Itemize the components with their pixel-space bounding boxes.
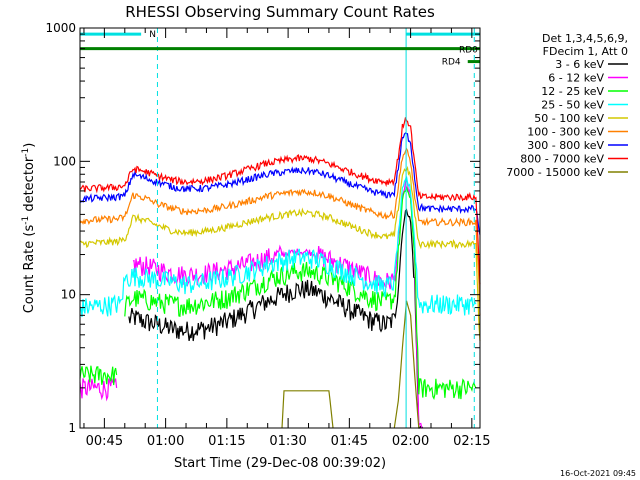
chart-title: RHESSI Observing Summary Count Rates — [125, 3, 435, 21]
y-axis-label: Count Rate (s-1 detector-1) — [21, 143, 37, 314]
series-line-800-7000-kev — [79, 117, 481, 285]
x-tick-label: 01:45 — [331, 434, 368, 449]
series-12-25-kev — [79, 186, 477, 401]
series-25-50-kev — [79, 176, 477, 318]
series-line-6-12-kev — [79, 378, 118, 402]
series-line-50-100-kev — [79, 165, 481, 341]
legend-header-0: Det 1,3,4,5,6,9, — [542, 32, 628, 45]
series-line-100-300-kev — [79, 147, 481, 316]
annotation-label-rd4: RD4 — [442, 58, 461, 68]
series-line-12-25-kev — [79, 365, 118, 386]
x-axis-label: Start Time (29-Dec-08 00:39:02) — [174, 456, 386, 471]
x-tick-label: 02:00 — [392, 434, 429, 449]
series-3-6-kev — [128, 208, 424, 429]
series-800-7000-kev — [79, 117, 481, 285]
axis-layer: 1 10 100 1000 00:45 01:00 01:15 01:30 01:45 02:00… — [45, 21, 490, 449]
series-line-6-12-kev — [132, 176, 423, 429]
plot-frame — [79, 27, 481, 429]
legend-label-3-6-kev: 3 - 6 keV — [555, 58, 604, 71]
series-line-25-50-kev — [79, 176, 477, 318]
y-tick-label: 1000 — [45, 21, 76, 35]
legend-label-25-50-kev: 25 - 50 keV — [541, 99, 604, 112]
legend-label-50-100-kev: 50 - 100 keV — [534, 112, 604, 125]
annotation-label-rd0: RD0 — [459, 46, 478, 56]
footer-date: 16-Oct-2021 09:45 — [560, 469, 636, 478]
legend: Det 1,3,4,5,6,9,FDecim 1, Att 03 - 6 keV… — [506, 32, 628, 179]
legend-label-7000-15000-kev: 7000 - 15000 keV — [506, 166, 604, 179]
annotation-layer: N RD0 RD4 — [80, 30, 480, 68]
legend-label-6-12-kev: 6 - 12 keV — [548, 72, 604, 85]
series-line-12-25-kev — [124, 186, 477, 401]
series-layer — [79, 117, 481, 429]
series-50-100-kev — [79, 165, 481, 341]
legend-label-800-7000-kev: 800 - 7000 keV — [520, 153, 604, 166]
y-tick-label: 10 — [61, 288, 76, 302]
y-tick-label: 100 — [53, 154, 76, 168]
series-line-7000-15000-kev — [281, 390, 334, 429]
series-300-800-kev — [79, 132, 481, 236]
series-6-12-kev — [79, 176, 423, 429]
x-tick-label: 00:45 — [86, 434, 123, 449]
legend-label-300-800-kev: 300 - 800 keV — [527, 139, 604, 152]
x-tick-label: 02:15 — [453, 434, 490, 449]
series-100-300-kev — [79, 147, 481, 316]
legend-label-12-25-kev: 12 - 25 keV — [541, 85, 604, 98]
legend-header-1: FDecim 1, Att 0 — [543, 45, 628, 58]
y-tick-label: 1 — [68, 421, 76, 435]
x-tick-label: 01:15 — [208, 434, 245, 449]
x-tick-label: 01:30 — [269, 434, 306, 449]
x-tick-label: 01:00 — [147, 434, 184, 449]
series-line-300-800-kev — [79, 132, 481, 236]
series-line-3-6-kev — [128, 208, 424, 429]
annotation-label-n: N — [149, 30, 156, 40]
legend-label-100-300-kev: 100 - 300 keV — [527, 126, 604, 139]
